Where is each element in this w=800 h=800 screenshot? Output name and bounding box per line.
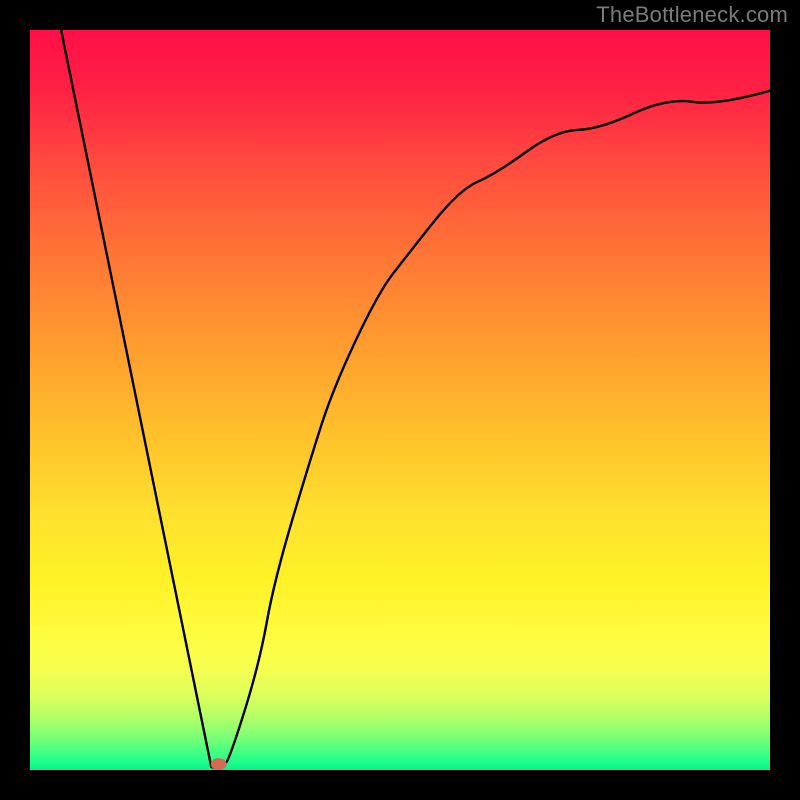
minimum-marker xyxy=(211,758,227,770)
attribution-text: TheBottleneck.com xyxy=(596,2,788,28)
plot-area xyxy=(30,30,770,770)
bottleneck-curve xyxy=(30,30,770,770)
